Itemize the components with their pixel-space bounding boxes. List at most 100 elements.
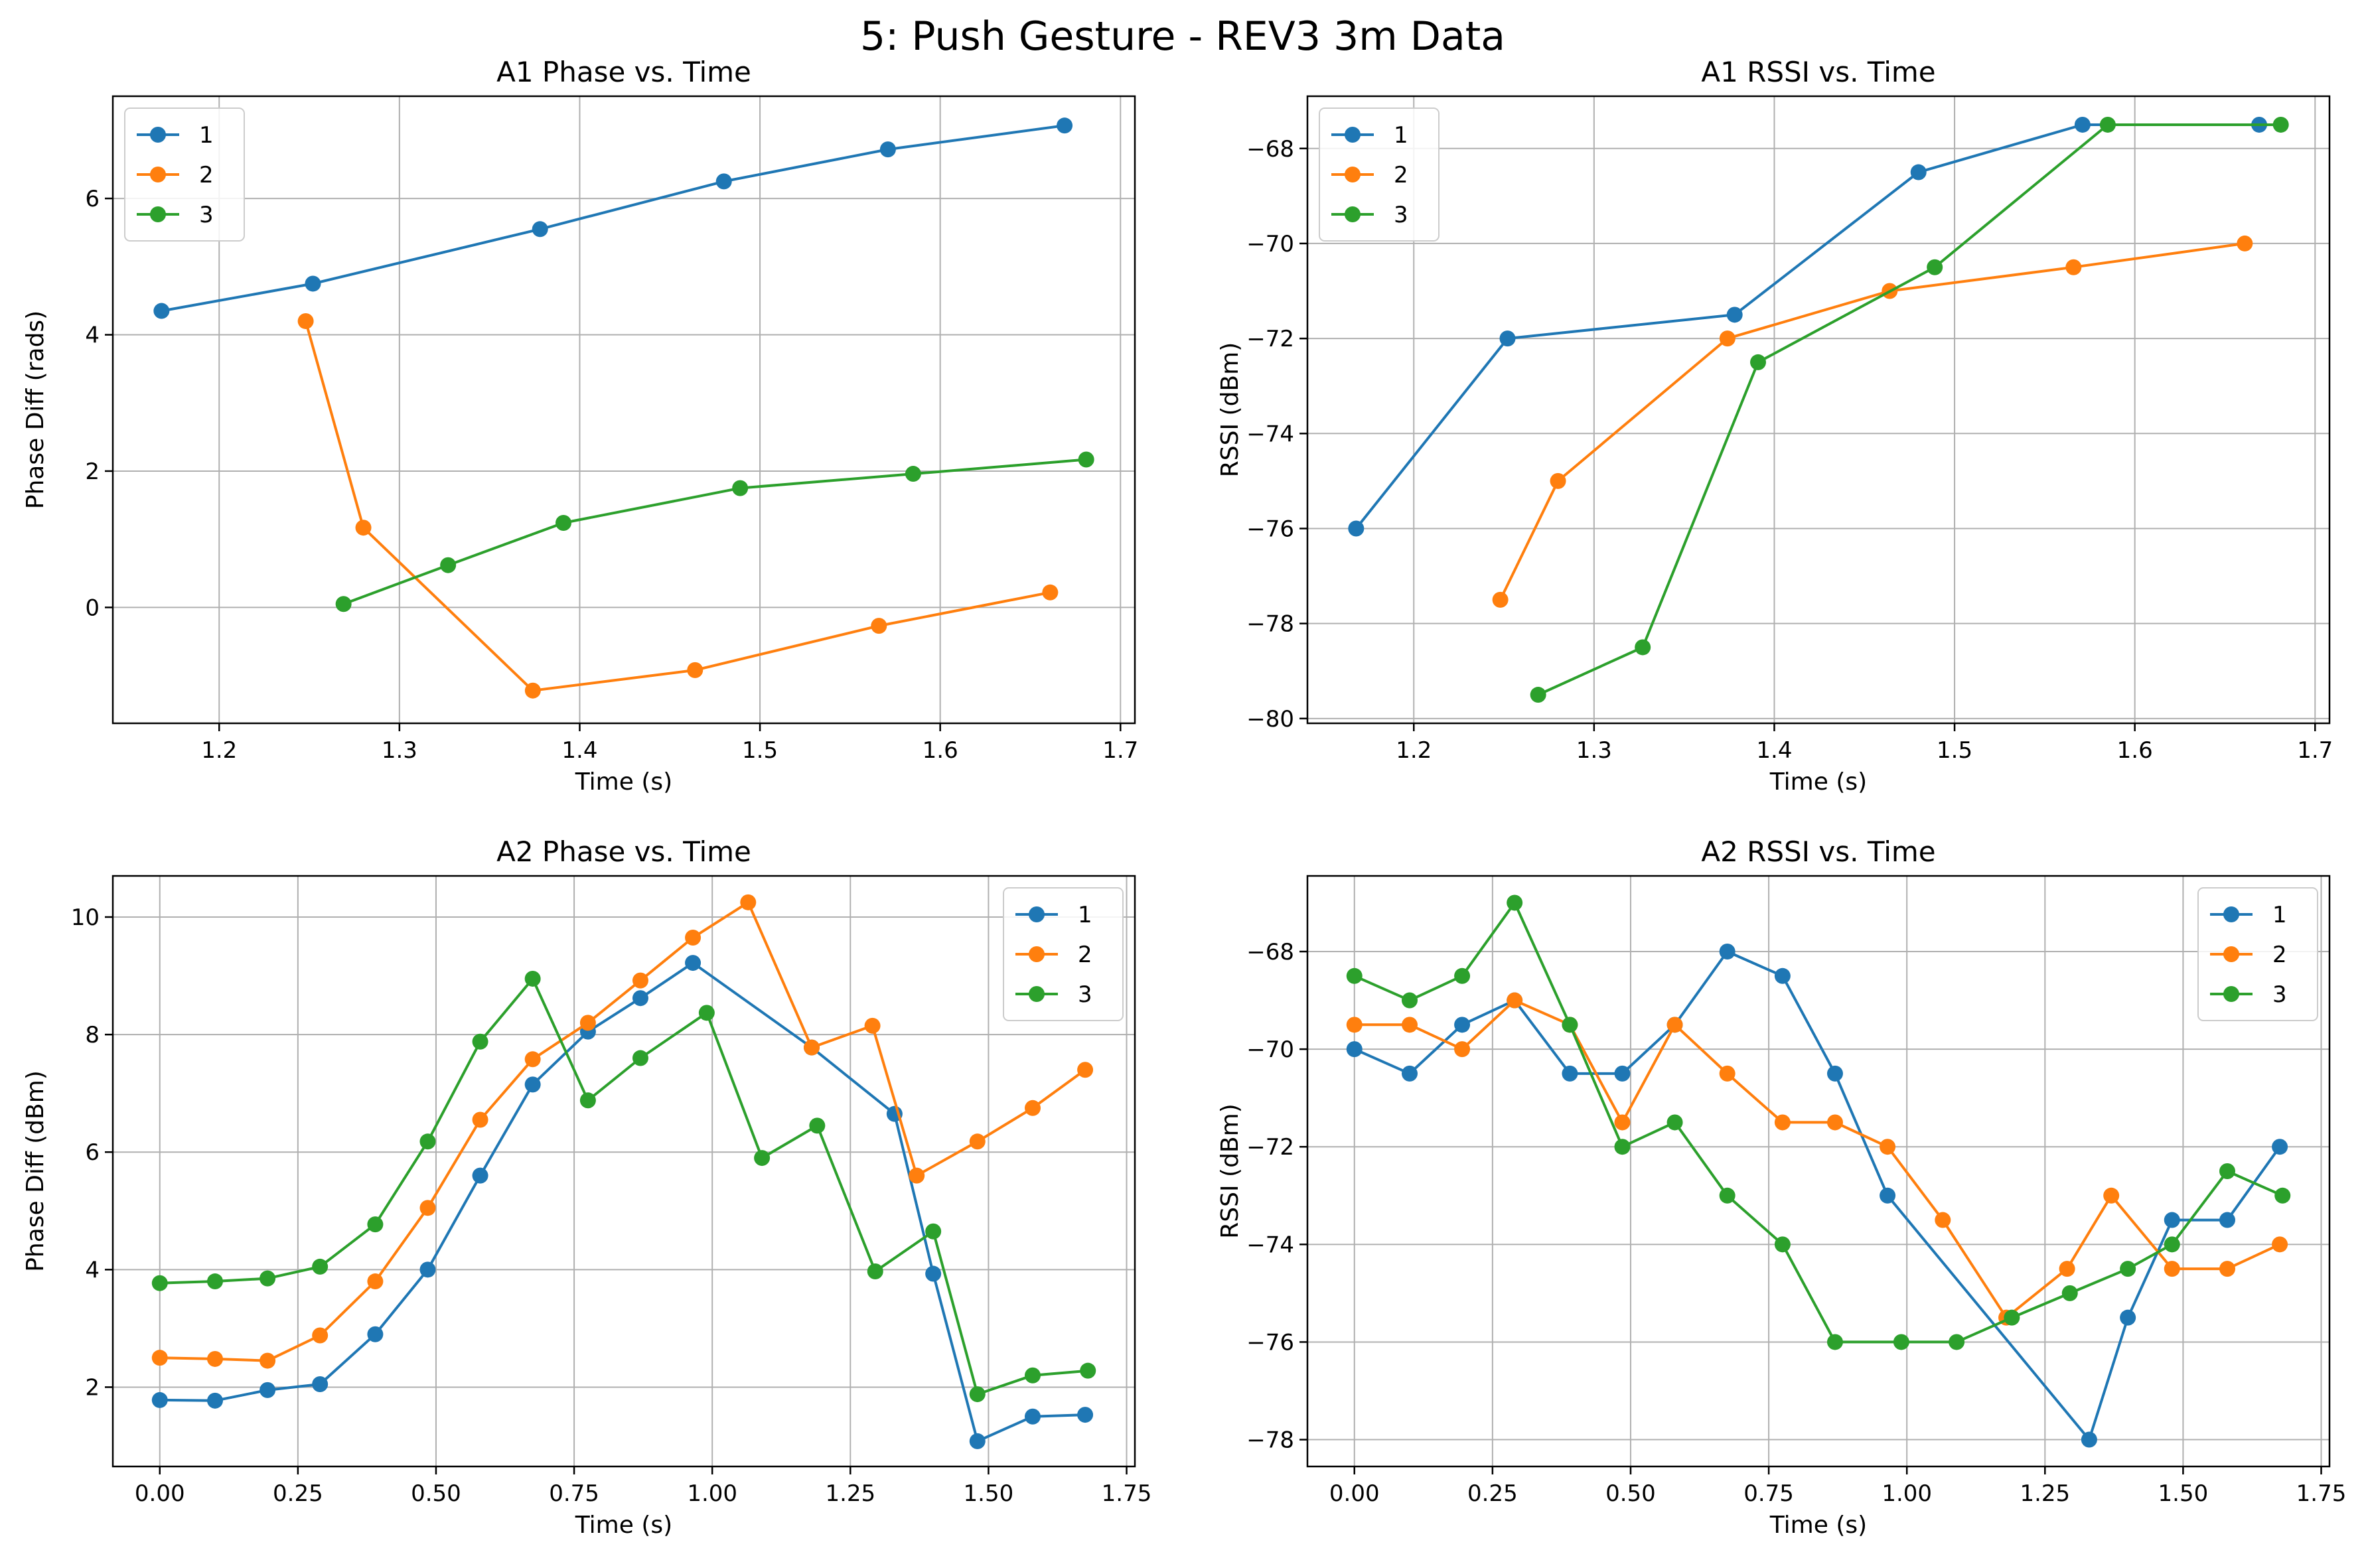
series-2-point (1550, 472, 1566, 489)
series-2-point (1402, 1017, 1418, 1033)
series-3-point (1078, 451, 1094, 468)
series-1-point (969, 1433, 986, 1449)
y-tick-label: 0 (85, 595, 100, 621)
series-2-point (871, 618, 887, 634)
series-1-point (2272, 1139, 2288, 1155)
series-2-point (2272, 1236, 2288, 1253)
y-axis-label: RSSI (dBm) (1217, 342, 1244, 477)
series-3-point (472, 1033, 488, 1050)
series-3-point (151, 1275, 168, 1291)
axes-frame (111, 875, 1136, 1468)
series-3-point (1614, 1139, 1631, 1155)
y-tick-label: 10 (71, 904, 100, 931)
series-2-point (524, 682, 541, 699)
x-tick-label: 1.00 (1882, 1480, 1932, 1507)
y-tick-label: −68 (1246, 939, 1294, 965)
legend-marker (1029, 946, 1045, 962)
series-2-point (151, 1350, 168, 1366)
x-tick-label: 1.3 (1576, 737, 1612, 764)
legend-label: 1 (2272, 902, 2287, 928)
series-1-point (151, 1391, 168, 1408)
series-1-point (2074, 116, 2091, 133)
series-1-point (472, 1167, 488, 1184)
series-2-point (687, 662, 703, 678)
legend-marker (1029, 986, 1045, 1002)
y-tick-label: −78 (1246, 611, 1294, 638)
series-3-point (524, 970, 541, 987)
series-2-point (1666, 1017, 1683, 1033)
series-2-point (2059, 1261, 2075, 1277)
y-tick-label: −76 (1246, 516, 1294, 542)
series-3-point (1893, 1334, 1909, 1350)
series-1-point (1719, 944, 1736, 960)
legend: 1 2 3 (1003, 887, 1124, 1021)
series-3-point (1719, 1187, 1736, 1204)
series-2-point (1492, 591, 1509, 608)
x-tick-label: 1.7 (2297, 737, 2333, 764)
series-2-point (1077, 1062, 1094, 1078)
panel-title: A2 RSSI vs. Time (1701, 835, 1935, 868)
y-axis-label: Phase Diff (dBm) (22, 1070, 49, 1272)
legend-label: 2 (1078, 942, 1092, 968)
legend: 1 2 3 (1319, 107, 1440, 242)
series-3-point (2004, 1309, 2020, 1326)
series-2-point (1614, 1114, 1631, 1131)
series-2-point (2164, 1261, 2180, 1277)
series-2-point (2237, 235, 2253, 251)
series-3-point (1346, 967, 1363, 984)
x-tick-label: 1.2 (1396, 737, 1432, 764)
series-1-point (1402, 1065, 1418, 1082)
series-1-point (1057, 117, 1073, 134)
series-1-point (1826, 1065, 1843, 1082)
y-tick-label: −68 (1246, 136, 1294, 163)
legend-label: 1 (1394, 122, 1408, 149)
series-2-point (1719, 330, 1736, 347)
legend-label: 2 (1394, 162, 1408, 188)
series-2-point (1042, 584, 1059, 601)
panel-title: A2 Phase vs. Time (496, 835, 751, 868)
series-1-point (1454, 1017, 1471, 1033)
y-tick-label: 8 (85, 1022, 100, 1048)
x-axis-label: Time (s) (575, 1512, 672, 1539)
legend-label: 3 (199, 202, 214, 228)
panel-4: 0.00 0.25 0.50 0.75 1.00 1.25 1.50 1.75 −78 −76 −7… (1217, 835, 2346, 1539)
series-3-point (809, 1117, 826, 1134)
x-tick-label: 1.6 (923, 737, 958, 764)
series-2-point (2065, 259, 2082, 275)
x-tick-label: 0.25 (1467, 1480, 1518, 1507)
legend: 1 2 3 (2197, 887, 2318, 1021)
series-3-point (925, 1223, 942, 1240)
panel-1: 1.2 1.3 1.4 1.5 1.6 1.7 0 2 4 6 A1 Phase vs. Time T… (22, 56, 1138, 796)
series-3-point (1949, 1334, 1965, 1350)
y-tick-label: −72 (1246, 1134, 1294, 1161)
series-3-point (1402, 992, 1418, 1009)
series-1-line (1353, 950, 2281, 1441)
series-3-point (2120, 1261, 2136, 1277)
series-3-point (1562, 1017, 1578, 1033)
legend-label: 2 (2272, 942, 2287, 968)
series-2-point (685, 929, 702, 946)
x-tick-label: 1.4 (1756, 737, 1792, 764)
panel-2: 1.2 1.3 1.4 1.5 1.6 1.7 −80 −78 −76 −74 −72 −70 −68 A… (1217, 56, 2333, 796)
series-2-point (1935, 1212, 1951, 1228)
y-tick-label: −80 (1246, 706, 1294, 733)
series-2-point (312, 1327, 329, 1344)
series-3-line (343, 458, 1086, 606)
y-tick-label: −74 (1246, 421, 1294, 447)
series-1-point (259, 1382, 276, 1398)
y-tick-label: −70 (1246, 231, 1294, 257)
y-tick-label: 4 (85, 1257, 100, 1283)
x-tick-label: 1.50 (964, 1480, 1014, 1507)
series-1-point (1910, 164, 1927, 180)
series-3-point (754, 1150, 771, 1167)
series-3-point (335, 596, 352, 612)
y-tick-label: −72 (1246, 326, 1294, 352)
series-3-point (632, 1050, 648, 1066)
series-2-line (1354, 999, 2280, 1319)
x-tick-label: 1.2 (201, 737, 237, 764)
legend: 1 2 3 (124, 107, 245, 242)
series-2-line (159, 900, 1086, 1362)
series-1-line (161, 124, 1065, 313)
series-2-point (969, 1133, 986, 1150)
